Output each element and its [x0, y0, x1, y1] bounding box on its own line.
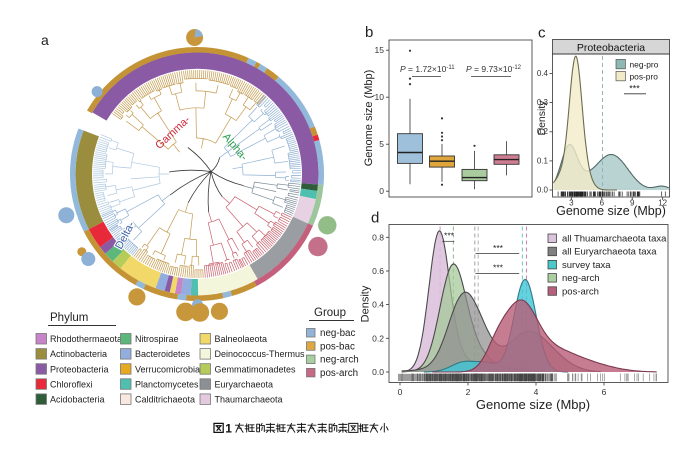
svg-text:pos-arch: pos-arch [562, 286, 599, 297]
svg-text:c: c [538, 25, 546, 42]
svg-text:***: *** [629, 84, 640, 94]
svg-text:12: 12 [658, 199, 667, 208]
svg-text:***: *** [493, 243, 504, 253]
svg-text:neg-arch: neg-arch [562, 273, 600, 284]
svg-text:Group: Group [314, 307, 346, 319]
svg-text:P = 1.72×10-11: P = 1.72×10-11 [400, 64, 455, 74]
svg-text:Verrucomicrobia: Verrucomicrobia [135, 364, 200, 374]
svg-text:9: 9 [630, 199, 635, 208]
svg-text:6: 6 [602, 387, 607, 397]
svg-text:Bacteroidetes: Bacteroidetes [135, 349, 191, 359]
svg-text:b: b [365, 24, 373, 41]
svg-text:Acidobacteria: Acidobacteria [50, 395, 105, 405]
svg-text:survey taxa: survey taxa [562, 260, 611, 271]
svg-text:Euryarchaeota: Euryarchaeota [215, 379, 274, 389]
svg-text:Genome size (Mbp): Genome size (Mbp) [363, 70, 375, 167]
svg-text:6: 6 [600, 199, 605, 208]
svg-text:Gemmatimonadetes: Gemmatimonadetes [215, 364, 297, 374]
svg-text:0.6: 0.6 [372, 266, 384, 276]
svg-text:Phylum: Phylum [50, 312, 88, 324]
svg-text:Actinobacteria: Actinobacteria [50, 349, 107, 359]
svg-text:Planctomycetes: Planctomycetes [135, 379, 199, 389]
svg-text:Calditrichaeota: Calditrichaeota [135, 395, 195, 405]
svg-text:Proteobacteria: Proteobacteria [577, 42, 645, 54]
svg-text:2: 2 [466, 387, 471, 397]
svg-text:15: 15 [375, 45, 385, 55]
svg-text:0.0: 0.0 [537, 186, 549, 195]
svg-text:pos-arch: pos-arch [320, 368, 358, 379]
svg-text:4: 4 [534, 387, 539, 397]
svg-text:neg-bac: neg-bac [320, 328, 356, 339]
svg-text:Nitrospirae: Nitrospirae [135, 334, 179, 344]
svg-text:Chloroflexi: Chloroflexi [50, 379, 93, 389]
svg-text:pos-pro: pos-pro [630, 71, 659, 81]
svg-text:0.8: 0.8 [372, 232, 384, 242]
svg-text:pos-bac: pos-bac [320, 341, 355, 352]
svg-text:Proteobacteria: Proteobacteria [50, 364, 109, 374]
svg-text:Deinococcus-Thermus: Deinococcus-Thermus [215, 349, 306, 359]
svg-text:0.0: 0.0 [372, 367, 384, 377]
svg-text:0: 0 [398, 387, 403, 397]
svg-text:d: d [371, 210, 379, 227]
svg-text:***: *** [444, 231, 455, 241]
svg-text:Genome size (Mbp): Genome size (Mbp) [476, 397, 590, 412]
svg-text:Density: Density [536, 100, 548, 136]
svg-text:0.2: 0.2 [372, 333, 384, 343]
svg-text:5: 5 [379, 139, 384, 149]
svg-text:Thaumarchaeota: Thaumarchaeota [215, 395, 283, 405]
svg-text:3: 3 [569, 199, 574, 208]
svg-text:Genome size (Mbp): Genome size (Mbp) [556, 204, 666, 218]
svg-text:Density: Density [360, 285, 372, 322]
svg-text:Rhodothermaeota: Rhodothermaeota [50, 334, 122, 344]
svg-text:all Thuamarchaeota taxa: all Thuamarchaeota taxa [562, 234, 667, 245]
svg-text:1: 1 [225, 422, 232, 436]
svg-text:P = 9.73×10-12: P = 9.73×10-12 [466, 64, 522, 74]
svg-text:Balneolaeota: Balneolaeota [215, 334, 268, 344]
svg-text:0.1: 0.1 [537, 156, 549, 165]
svg-text:neg-pro: neg-pro [630, 59, 659, 69]
svg-text:***: *** [493, 263, 504, 273]
svg-text:0.3: 0.3 [537, 98, 549, 107]
svg-text:neg-arch: neg-arch [320, 355, 359, 366]
svg-text:0.4: 0.4 [537, 69, 549, 78]
svg-text:0.4: 0.4 [372, 300, 384, 310]
svg-text:0.2: 0.2 [537, 127, 549, 136]
svg-text:10: 10 [375, 92, 385, 102]
svg-text:0: 0 [379, 186, 384, 196]
svg-text:a: a [41, 32, 49, 48]
svg-text:all Euryarchaeota taxa: all Euryarchaeota taxa [562, 247, 657, 258]
